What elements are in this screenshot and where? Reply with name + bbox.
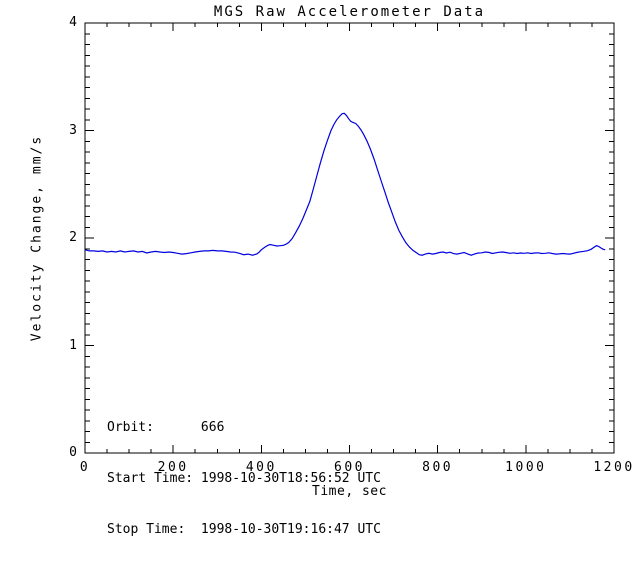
annotation-orbit-line: Orbit: 666 — [107, 420, 225, 435]
annotation-stop-time-line: Stop Time: 1998-10-30T19:16:47 UTC — [107, 522, 381, 537]
x-tick-label: 400 — [245, 460, 277, 475]
y-tick-label: 1 — [69, 337, 77, 353]
x-axis-label: Time, sec — [312, 484, 387, 499]
y-tick-label: 3 — [69, 122, 77, 138]
x-tick-label: 800 — [422, 460, 454, 475]
x-tick-label: 600 — [334, 460, 365, 475]
y-tick-label: 4 — [69, 15, 77, 30]
y-tick-label: 0 — [69, 445, 77, 460]
chart-canvas: MGS Raw Accelerometer Data 0 200 400 600 800… — [29, 4, 635, 537]
annotation-start-time-line: Start Time: 1998-10-30T18:56:52 UTC — [107, 471, 381, 486]
y-tick-label: 2 — [69, 230, 77, 245]
annotation-block: Orbit: 666 Start Time: 1998-10-30T18:56:… — [107, 385, 381, 572]
plot-area — [84, 22, 615, 454]
x-tick-label: 1200 — [593, 460, 635, 475]
x-tick-label: 0 — [79, 460, 91, 475]
chart-title: MGS Raw Accelerometer Data — [213, 4, 486, 20]
y-axis-label: Velocity Change, mm/s — [29, 134, 45, 342]
x-tick-label: 1000 — [505, 460, 547, 475]
x-tick-label: 200 — [157, 460, 189, 475]
